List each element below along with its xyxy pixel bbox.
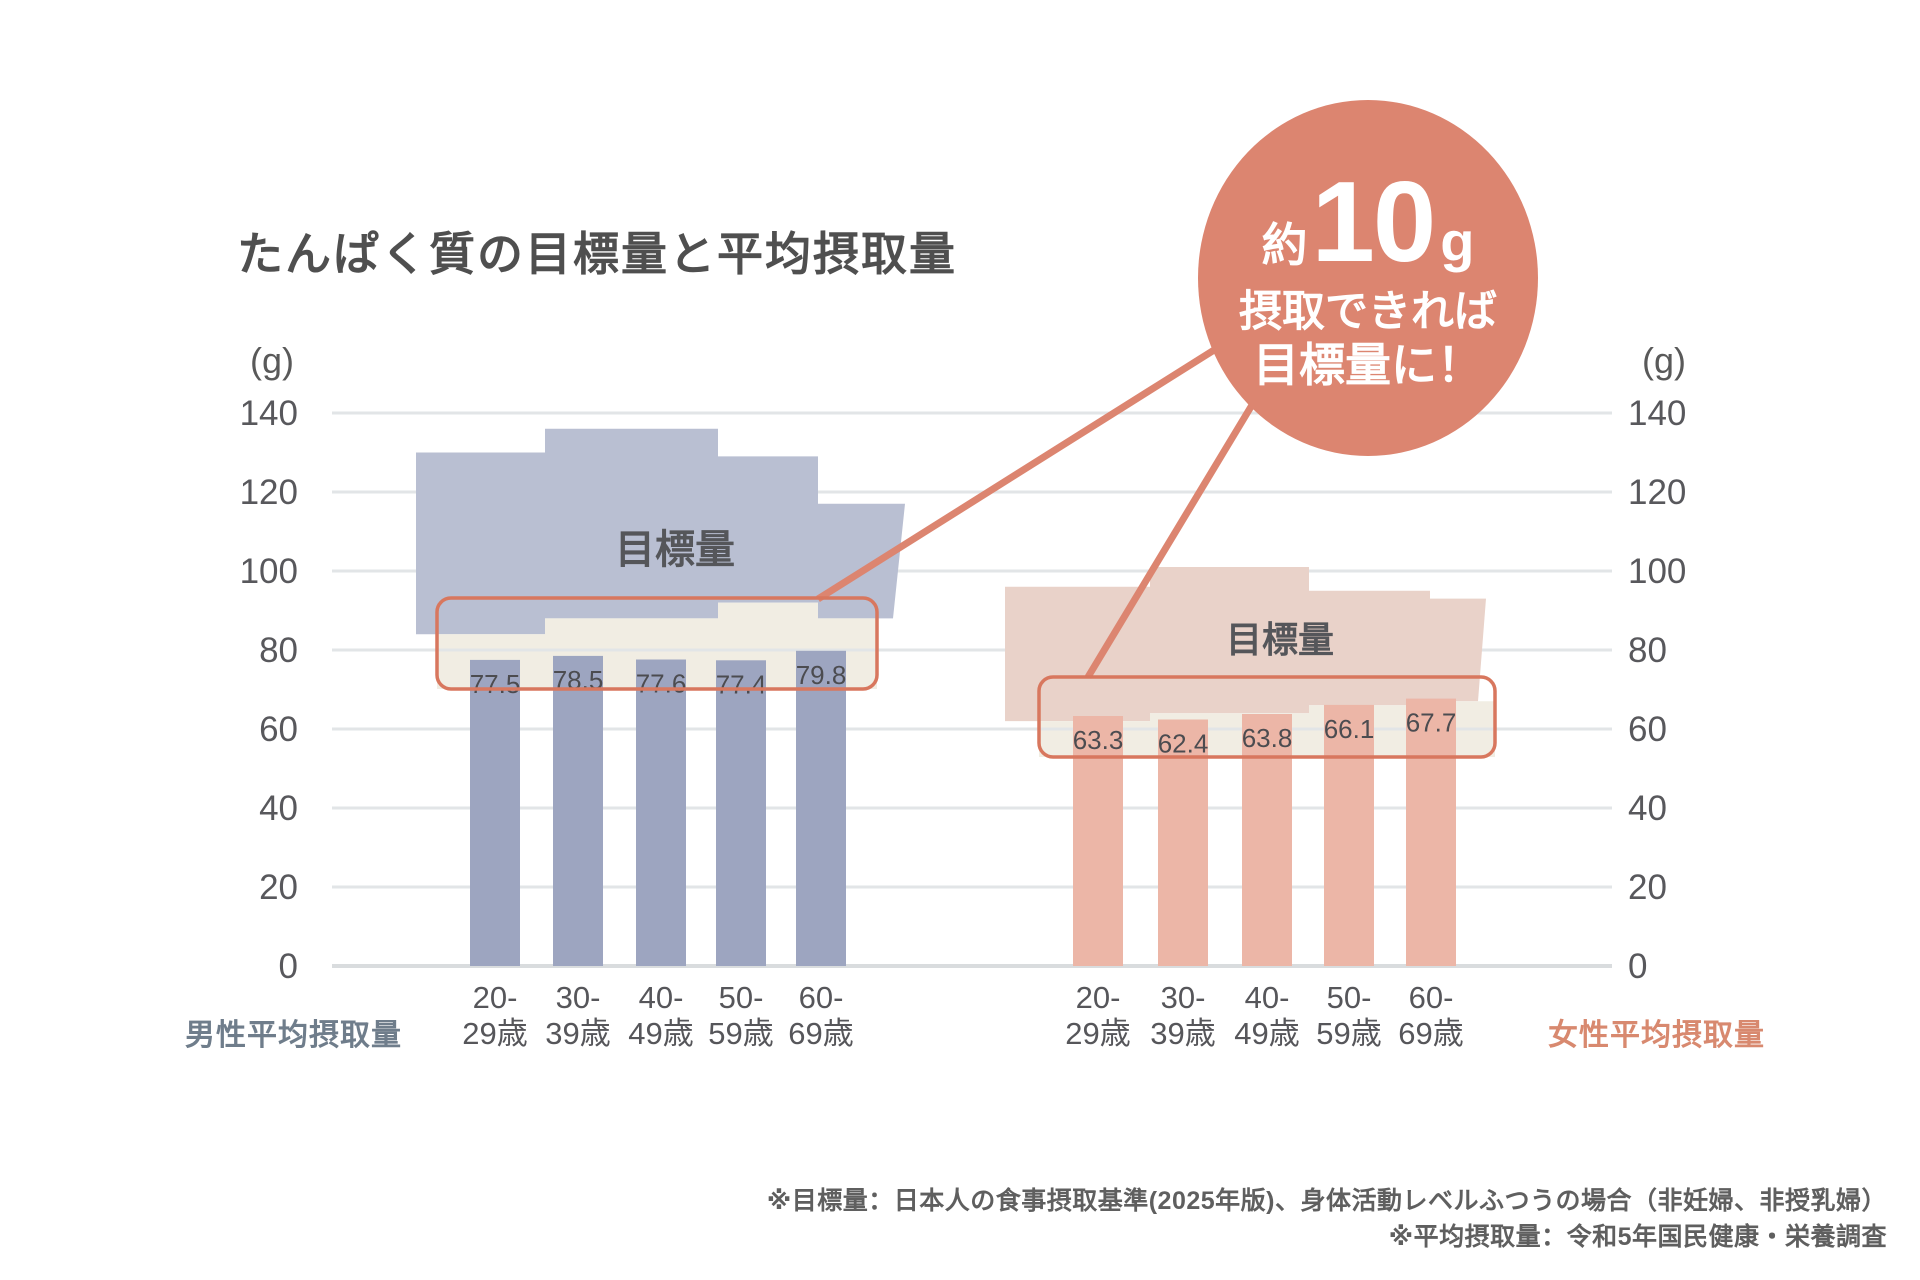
male-target-band <box>416 428 905 635</box>
male-x-tick-line1-20-29歳: 20- <box>473 980 518 1015</box>
male-x-tick-line2-50-59歳: 59歳 <box>708 1016 773 1051</box>
male-x-tick-line2-20-29歳: 29歳 <box>462 1016 527 1051</box>
callout-approx-text: 約 <box>1261 219 1308 272</box>
male-x-tick-line1-50-59歳: 50- <box>719 980 764 1015</box>
y-axis-unit-left: (g) <box>250 340 294 381</box>
y-tick-right-140: 140 <box>1628 394 1686 433</box>
y-tick-left-40: 40 <box>259 789 298 828</box>
male-x-tick-line1-40-49歳: 40- <box>639 980 684 1015</box>
y-tick-right-60: 60 <box>1628 710 1667 749</box>
male-x-tick-line2-40-49歳: 49歳 <box>628 1016 693 1051</box>
y-tick-left-120: 120 <box>240 473 298 512</box>
callout-line2: 摂取できれば <box>1239 288 1497 337</box>
female-band-label: 目標量 <box>1226 619 1334 660</box>
female-bar-value-30-39歳: 62.4 <box>1158 729 1209 759</box>
female-x-tick-line1-40-49歳: 40- <box>1245 980 1290 1015</box>
y-tick-left-140: 140 <box>240 394 298 433</box>
female-series-label: 女性平均摂取量 <box>1548 1019 1765 1052</box>
callout-bubble: 約 10 g 摂取できれば 目標量に！ <box>1198 100 1538 456</box>
male-bar-value-40-49歳: 77.6 <box>636 669 687 699</box>
footnote-intake: ※平均摂取量：令和5年国民健康・栄養調査 <box>1388 1222 1887 1251</box>
y-tick-right-0: 0 <box>1628 947 1647 986</box>
y-axis-unit-right: (g) <box>1642 340 1686 381</box>
female-highlight-rect <box>1037 675 1497 759</box>
male-bar-50-59歳 <box>716 660 766 966</box>
male-x-tick-line1-30-39歳: 30- <box>556 980 601 1015</box>
male-band-label: 目標量 <box>615 528 735 572</box>
male-bar-60-69歳 <box>796 650 846 966</box>
female-x-tick-line2-60-69歳: 69歳 <box>1398 1016 1463 1051</box>
female-x-tick-line2-50-59歳: 59歳 <box>1316 1016 1381 1051</box>
callout-headline: 約 10 g <box>1261 166 1474 280</box>
female-x-tick-line1-20-29歳: 20- <box>1076 980 1121 1015</box>
female-target-band <box>1005 567 1486 722</box>
y-tick-right-100: 100 <box>1628 552 1686 591</box>
callout-line-male <box>816 337 1232 602</box>
male-x-tick-line2-30-39歳: 39歳 <box>545 1016 610 1051</box>
female-bar-value-50-59歳: 66.1 <box>1324 714 1375 744</box>
female-x-tick-line2-40-49歳: 49歳 <box>1234 1016 1299 1051</box>
male-bar-value-50-59歳: 77.4 <box>716 669 767 699</box>
male-highlight-rect <box>435 596 879 691</box>
callout-line-female <box>1085 403 1255 679</box>
male-bar-40-49歳 <box>636 659 686 966</box>
female-bar-value-20-29歳: 63.3 <box>1073 725 1124 755</box>
male-x-tick-line2-60-69歳: 69歳 <box>788 1016 853 1051</box>
female-bar-30-39歳 <box>1158 719 1208 966</box>
male-x-tick-line1-60-69歳: 60- <box>799 980 844 1015</box>
y-tick-left-60: 60 <box>259 710 298 749</box>
female-bar-60-69歳 <box>1406 698 1456 966</box>
y-tick-right-20: 20 <box>1628 868 1667 907</box>
male-bar-20-29歳 <box>470 659 520 966</box>
female-x-tick-line2-20-29歳: 29歳 <box>1065 1016 1130 1051</box>
y-tick-left-20: 20 <box>259 868 298 907</box>
callout-unit: g <box>1440 210 1475 274</box>
callout-number: 10 <box>1311 159 1436 287</box>
female-x-tick-line2-30-39歳: 39歳 <box>1150 1016 1215 1051</box>
footnote-target: ※目標量：日本人の食事摂取基準(2025年版)、身体活動レベルふつうの場合（非妊… <box>766 1187 1887 1215</box>
male-bar-value-20-29歳: 77.5 <box>470 669 521 699</box>
female-bar-value-60-69歳: 67.7 <box>1406 708 1457 738</box>
female-bar-value-40-49歳: 63.8 <box>1242 723 1293 753</box>
male-bar-30-39歳 <box>553 655 603 966</box>
callout-line3: 目標量に！ <box>1253 339 1483 392</box>
y-tick-left-100: 100 <box>240 552 298 591</box>
y-tick-left-80: 80 <box>259 631 298 670</box>
y-tick-right-80: 80 <box>1628 631 1667 670</box>
female-x-tick-line1-50-59歳: 50- <box>1327 980 1372 1015</box>
male-gap-area <box>437 602 877 689</box>
female-bar-50-59歳 <box>1324 704 1374 966</box>
page-title: たんぱく質の目標量と平均摂取量 <box>237 228 957 280</box>
footnotes: ※目標量：日本人の食事摂取基準(2025年版)、身体活動レベルふつうの場合（非妊… <box>767 1184 1887 1255</box>
female-x-tick-line1-60-69歳: 60- <box>1409 980 1454 1015</box>
female-x-tick-line1-30-39歳: 30- <box>1161 980 1206 1015</box>
male-bar-value-60-69歳: 79.8 <box>796 660 847 690</box>
y-tick-right-40: 40 <box>1628 789 1667 828</box>
y-tick-right-120: 120 <box>1628 473 1686 512</box>
y-tick-left-0: 0 <box>279 947 298 986</box>
male-series-label: 男性平均摂取量 <box>185 1019 402 1052</box>
